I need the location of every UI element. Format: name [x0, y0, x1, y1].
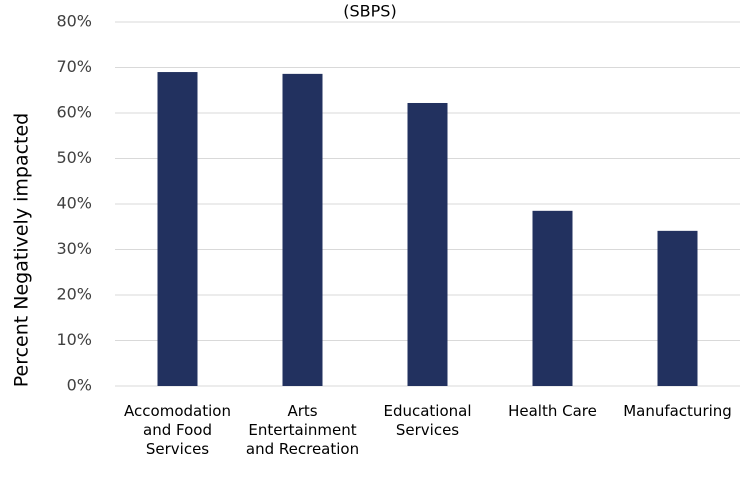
x-tick-label-box: Manufacturing: [623, 402, 732, 420]
y-tick-label: 70%: [56, 57, 92, 76]
x-tick-label: Health Care: [508, 402, 597, 420]
bar: [157, 72, 198, 387]
y-axis-label: Percent Negatively impacted: [11, 113, 33, 388]
bar: [657, 230, 698, 386]
y-tick-label: 50%: [56, 148, 92, 167]
x-tick-label-box: Accomodation and Food Services: [124, 402, 231, 458]
y-tick-label: 40%: [56, 194, 92, 213]
bar: [407, 102, 448, 387]
x-tick-label: Arts Entertainment and Recreation: [245, 402, 360, 458]
y-tick-label: 80%: [56, 12, 92, 31]
x-tick-label-box: Arts Entertainment and Recreation: [245, 402, 360, 458]
x-tick-label: Accomodation and Food Services: [124, 402, 231, 458]
x-tick-label-box: Educational Services: [383, 402, 472, 439]
bar: [532, 210, 573, 386]
y-tick-label: 20%: [56, 285, 92, 304]
x-tick-label: Educational Services: [383, 402, 472, 439]
chart-title: (SBPS): [343, 2, 396, 21]
x-tick-label: Manufacturing: [623, 402, 732, 420]
y-tick-label: 30%: [56, 239, 92, 258]
y-tick-label: 60%: [56, 103, 92, 122]
bar: [282, 73, 323, 387]
y-tick-label: 0%: [67, 376, 92, 395]
x-tick-label-box: Health Care: [508, 402, 597, 420]
y-tick-label: 10%: [56, 330, 92, 349]
